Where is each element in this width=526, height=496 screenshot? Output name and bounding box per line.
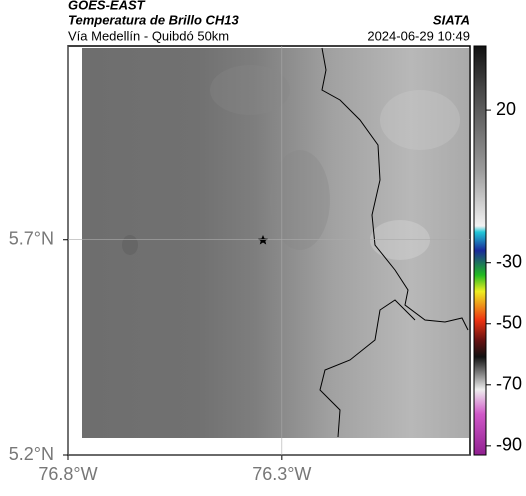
colorbar-tick-label: -70: [496, 374, 522, 394]
timestamp: 2024-06-29 10:49: [367, 28, 470, 43]
colorbar-tick-label: -30: [496, 251, 522, 271]
source: GOES-EAST: [68, 0, 146, 12]
y-tick-label: 5.2°N: [9, 444, 54, 464]
colorbar: [473, 45, 487, 456]
satellite-image: [82, 48, 469, 438]
colorbar-tick-label: -90: [496, 435, 522, 455]
x-tick-label: 76.3°W: [252, 464, 311, 484]
colorbar-tick-label: 20: [496, 99, 516, 119]
agency: SIATA: [433, 12, 470, 27]
region: Vía Medellín - Quibdó 50km: [68, 28, 229, 43]
boundary: [319, 47, 469, 438]
cloud-texture: [122, 65, 460, 260]
product: Temperatura de Brillo CH13: [68, 12, 240, 27]
x-tick-label: 76.8°W: [38, 464, 97, 484]
colorbar-tick-label: -50: [496, 313, 522, 333]
y-tick-label: 5.7°N: [9, 228, 54, 248]
